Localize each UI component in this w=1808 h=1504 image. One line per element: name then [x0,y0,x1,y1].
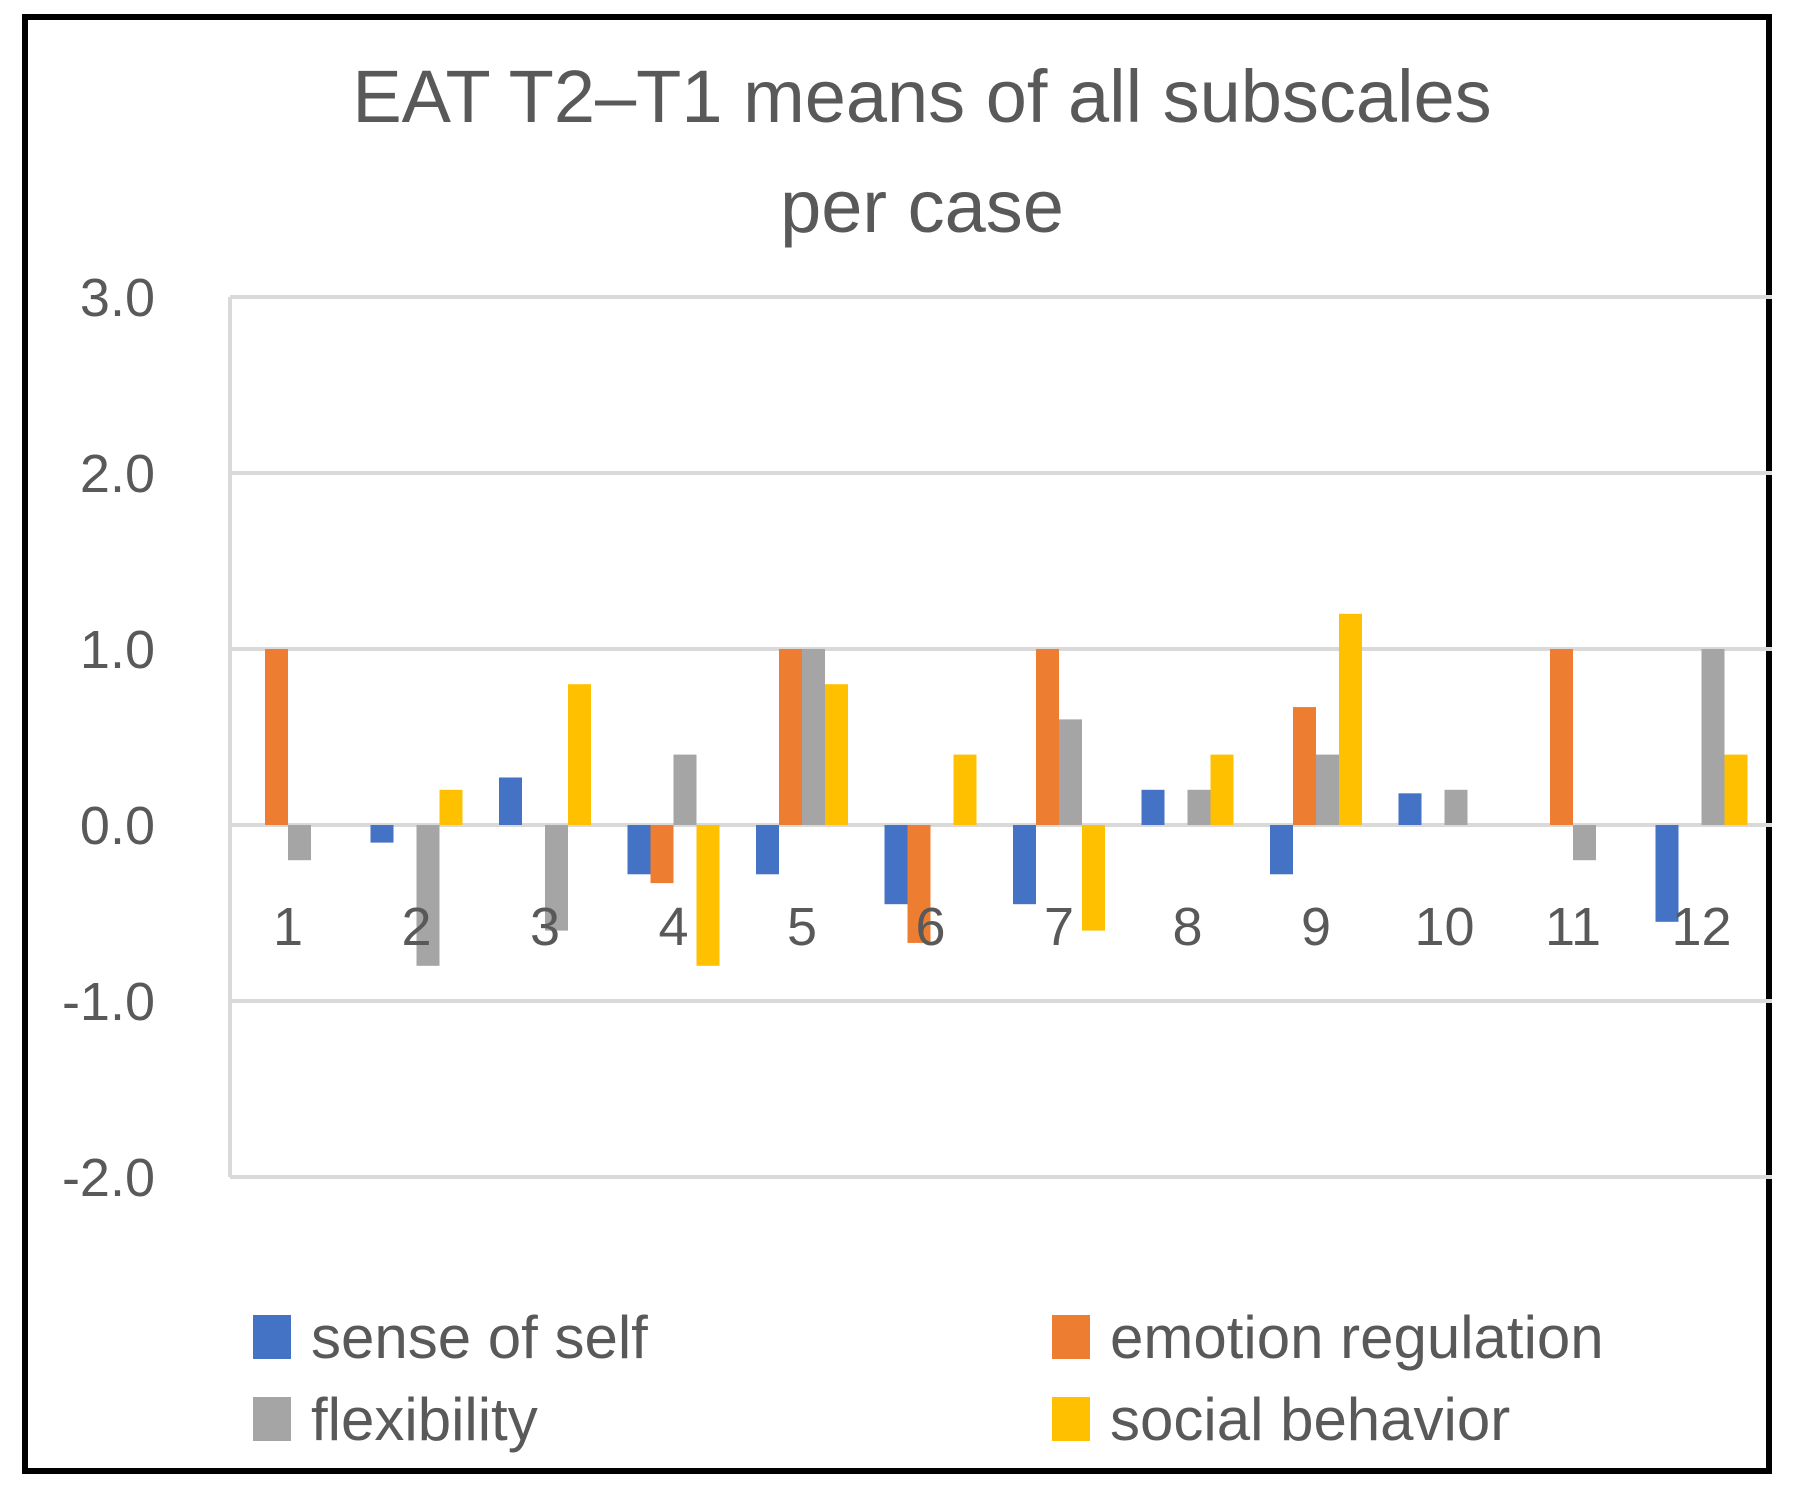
bar-social-behavior-case-9 [1339,613,1362,825]
x-tick-label: 5 [787,897,817,957]
bar-social-behavior-case-12 [1724,754,1748,825]
legend-swatch-social-behavior [1052,1397,1090,1441]
legend-label-sense-of-self: sense of self [311,1304,648,1371]
bar-flexibility-case-3 [545,825,568,931]
x-tick-label: 4 [658,897,688,957]
y-tick-label: -2.0 [62,1148,155,1208]
bar-social-behavior-case-3 [568,684,591,825]
x-tick-label: 9 [1301,897,1331,957]
legend-label-social-behavior: social behavior [1110,1386,1510,1453]
bar-flexibility-case-7 [1059,719,1082,825]
bar-sense-of-self-case-7 [1013,825,1036,905]
x-tick-label: 6 [915,897,945,957]
chart-title-line-2: per case [780,165,1064,248]
bar-sense-of-self-case-10 [1398,793,1422,825]
x-tick-label: 8 [1172,897,1202,957]
x-tick-label: 11 [1545,897,1601,957]
bar-social-behavior-case-2 [439,789,463,825]
bar-flexibility-case-5 [802,649,825,825]
bar-flexibility-case-8 [1187,789,1211,825]
bar-flexibility-case-12 [1701,649,1725,825]
bar-flexibility-case-1 [288,825,311,861]
bar-emotion-regulation-case-9 [1293,707,1316,825]
bar-flexibility-case-2 [416,825,440,966]
chart-title-line-1: EAT T2–T1 means of all subscales [352,55,1491,138]
legend-label-emotion-regulation: emotion regulation [1110,1304,1604,1371]
y-tick-label: 2.0 [80,444,155,504]
x-tick-label: 7 [1044,897,1074,957]
y-tick-label: -1.0 [62,972,155,1032]
bar-emotion-regulation-case-11 [1550,649,1573,825]
bar-sense-of-self-case-9 [1270,825,1293,875]
bar-sense-of-self-case-4 [627,825,651,875]
legend-swatch-emotion-regulation [1052,1315,1090,1359]
x-tick-label: 12 [1671,897,1731,957]
bar-social-behavior-case-6 [953,754,977,825]
x-tick-label: 1 [273,897,303,957]
bar-emotion-regulation-case-6 [907,825,931,943]
legend-label-flexibility: flexibility [311,1386,538,1453]
y-tick-label: 1.0 [80,620,155,680]
bar-emotion-regulation-case-1 [265,649,288,825]
y-tick-label: 0.0 [80,796,155,856]
x-tick-label: 2 [401,897,431,957]
legend-swatch-flexibility [253,1397,291,1441]
bar-social-behavior-case-5 [825,684,848,825]
bar-flexibility-case-4 [673,754,697,825]
bar-social-behavior-case-4 [696,825,720,966]
x-tick-label: 3 [530,897,560,957]
bar-flexibility-case-11 [1573,825,1596,861]
bar-sense-of-self-case-12 [1655,825,1679,922]
bar-sense-of-self-case-2 [370,825,394,843]
bar-emotion-regulation-case-7 [1036,649,1059,825]
bar-sense-of-self-case-5 [756,825,779,875]
x-tick-label: 10 [1414,897,1474,957]
bar-emotion-regulation-case-4 [650,825,674,884]
bar-emotion-regulation-case-5 [779,649,802,825]
bar-sense-of-self-case-8 [1141,789,1165,825]
bar-flexibility-case-10 [1444,789,1468,825]
bar-flexibility-case-9 [1316,754,1339,825]
legend-swatch-sense-of-self [253,1315,291,1359]
y-tick-label: 3.0 [80,268,155,328]
bar-sense-of-self-case-3 [499,777,522,825]
bar-sense-of-self-case-6 [884,825,908,905]
chart-frame [22,14,1772,1474]
bar-social-behavior-case-8 [1210,754,1234,825]
bar-social-behavior-case-7 [1082,825,1105,931]
